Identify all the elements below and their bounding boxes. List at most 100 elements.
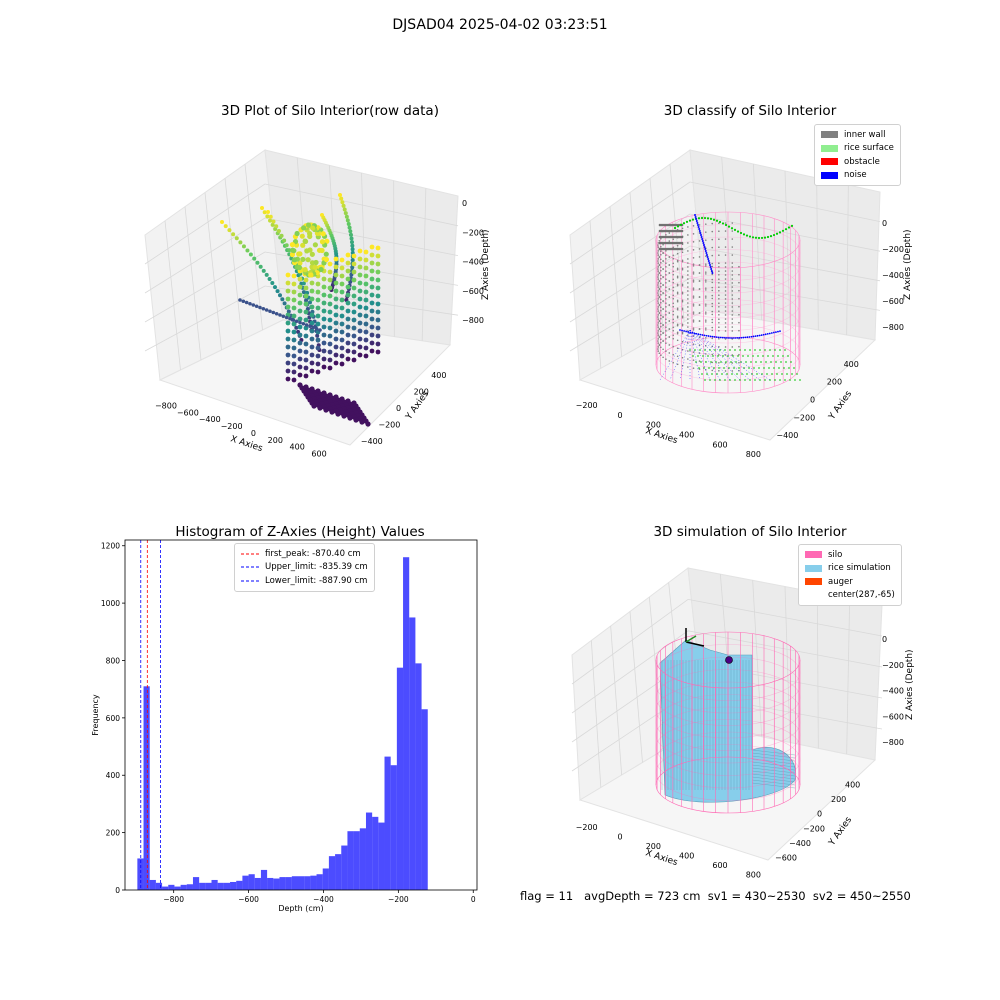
data-point — [315, 337, 321, 343]
inner-wall-point — [681, 299, 684, 302]
x-tick-label: 0 — [251, 429, 256, 438]
data-point — [241, 244, 246, 249]
inner-wall-point — [666, 235, 670, 239]
data-point — [282, 301, 287, 306]
rice-surface-point — [775, 361, 777, 363]
inner-wall-point — [681, 291, 684, 294]
noise-point — [703, 334, 706, 337]
data-point — [285, 352, 291, 358]
inner-wall-point — [711, 321, 714, 324]
inner-wall-point — [668, 264, 671, 266]
rice-surface-point — [721, 373, 723, 375]
data-point — [301, 321, 306, 326]
inner-wall-point — [698, 304, 701, 306]
data-point — [312, 264, 318, 270]
noise-point — [698, 228, 701, 230]
inner-wall-point — [668, 280, 671, 282]
histogram-bar — [322, 868, 329, 890]
inner-wall-point — [665, 286, 667, 288]
data-point — [369, 292, 375, 298]
inner-wall-point — [687, 310, 689, 312]
inner-wall-point — [681, 316, 684, 319]
inner-wall-point — [731, 274, 734, 276]
rice-surface-point — [739, 379, 741, 381]
inner-wall-point — [668, 336, 671, 338]
inner-wall-point — [660, 241, 664, 245]
z-tick-label: −200 — [882, 661, 904, 670]
legend-swatch — [821, 144, 838, 152]
rice-surface-point — [742, 355, 744, 357]
data-point — [294, 230, 300, 237]
histogram-bar — [291, 876, 299, 890]
inner-wall-point — [681, 268, 684, 271]
inner-wall-point — [657, 250, 660, 252]
histogram-bar — [242, 875, 249, 890]
inner-wall-point — [660, 317, 662, 320]
rice-surface-point — [714, 349, 716, 351]
inner-wall-point — [658, 352, 661, 354]
raw-axes-box — [144, 149, 459, 446]
inner-wall-point — [660, 253, 662, 256]
legend-item: rice surface — [821, 142, 894, 156]
inner-wall-point — [664, 223, 668, 227]
data-point — [285, 304, 291, 310]
inner-wall-point — [704, 255, 707, 257]
noise-point — [754, 335, 757, 338]
data-point — [375, 261, 381, 267]
rice-surface-point — [784, 379, 786, 381]
inner-wall-point — [724, 254, 727, 256]
rice-surface-point — [759, 379, 761, 381]
inner-wall-point — [660, 274, 662, 277]
inner-wall-point — [704, 273, 707, 275]
inner-wall-point — [657, 342, 660, 344]
z-tick-label: −800 — [882, 323, 904, 332]
rice-surface-point — [735, 361, 737, 363]
noise-point — [756, 334, 759, 337]
noise-point — [699, 232, 702, 234]
inner-wall-point — [718, 318, 720, 320]
noise-point — [701, 238, 704, 240]
data-point — [357, 352, 363, 358]
data-point — [291, 337, 297, 343]
data-point — [345, 332, 351, 338]
rice-mesh-line — [751, 773, 796, 780]
inner-wall-point — [731, 314, 734, 316]
inner-wall-point — [681, 227, 684, 230]
gridline — [629, 611, 643, 763]
inner-wall-point — [676, 235, 680, 239]
rice-surface-point — [793, 367, 795, 369]
inner-wall-point — [678, 241, 682, 245]
rice-mesh-line — [751, 767, 796, 774]
rice-surface-point — [754, 379, 756, 381]
inner-wall-point — [692, 335, 695, 337]
inner-wall-point — [657, 314, 660, 316]
inner-wall-point — [687, 322, 689, 324]
inner-wall-point — [678, 235, 682, 239]
legend-swatch — [805, 564, 822, 572]
inner-wall-point — [668, 288, 671, 290]
legend-label: noise — [844, 170, 867, 181]
noise-point — [730, 337, 732, 339]
rice-surface-point — [787, 226, 791, 229]
inner-wall-point — [678, 247, 682, 251]
data-point — [302, 238, 309, 245]
data-point — [375, 301, 381, 307]
x-tick-label: 0 — [471, 895, 476, 904]
inner-wall-point — [672, 223, 676, 227]
data-point — [315, 297, 321, 303]
data-point — [375, 325, 381, 331]
inner-wall-point — [687, 226, 689, 228]
inner-wall-point — [660, 325, 662, 328]
inner-wall-point — [692, 313, 695, 315]
data-point — [351, 309, 357, 315]
data-point — [319, 247, 325, 254]
data-point — [333, 344, 339, 350]
y-tick-label: −200 — [803, 824, 825, 833]
gridline — [752, 580, 763, 737]
inner-wall-point — [672, 273, 675, 276]
data-point — [260, 206, 264, 210]
inner-wall-point — [658, 344, 661, 346]
inner-wall-point — [738, 361, 740, 364]
noise-ray — [689, 329, 721, 381]
z-tick-label: 0 — [882, 635, 887, 644]
